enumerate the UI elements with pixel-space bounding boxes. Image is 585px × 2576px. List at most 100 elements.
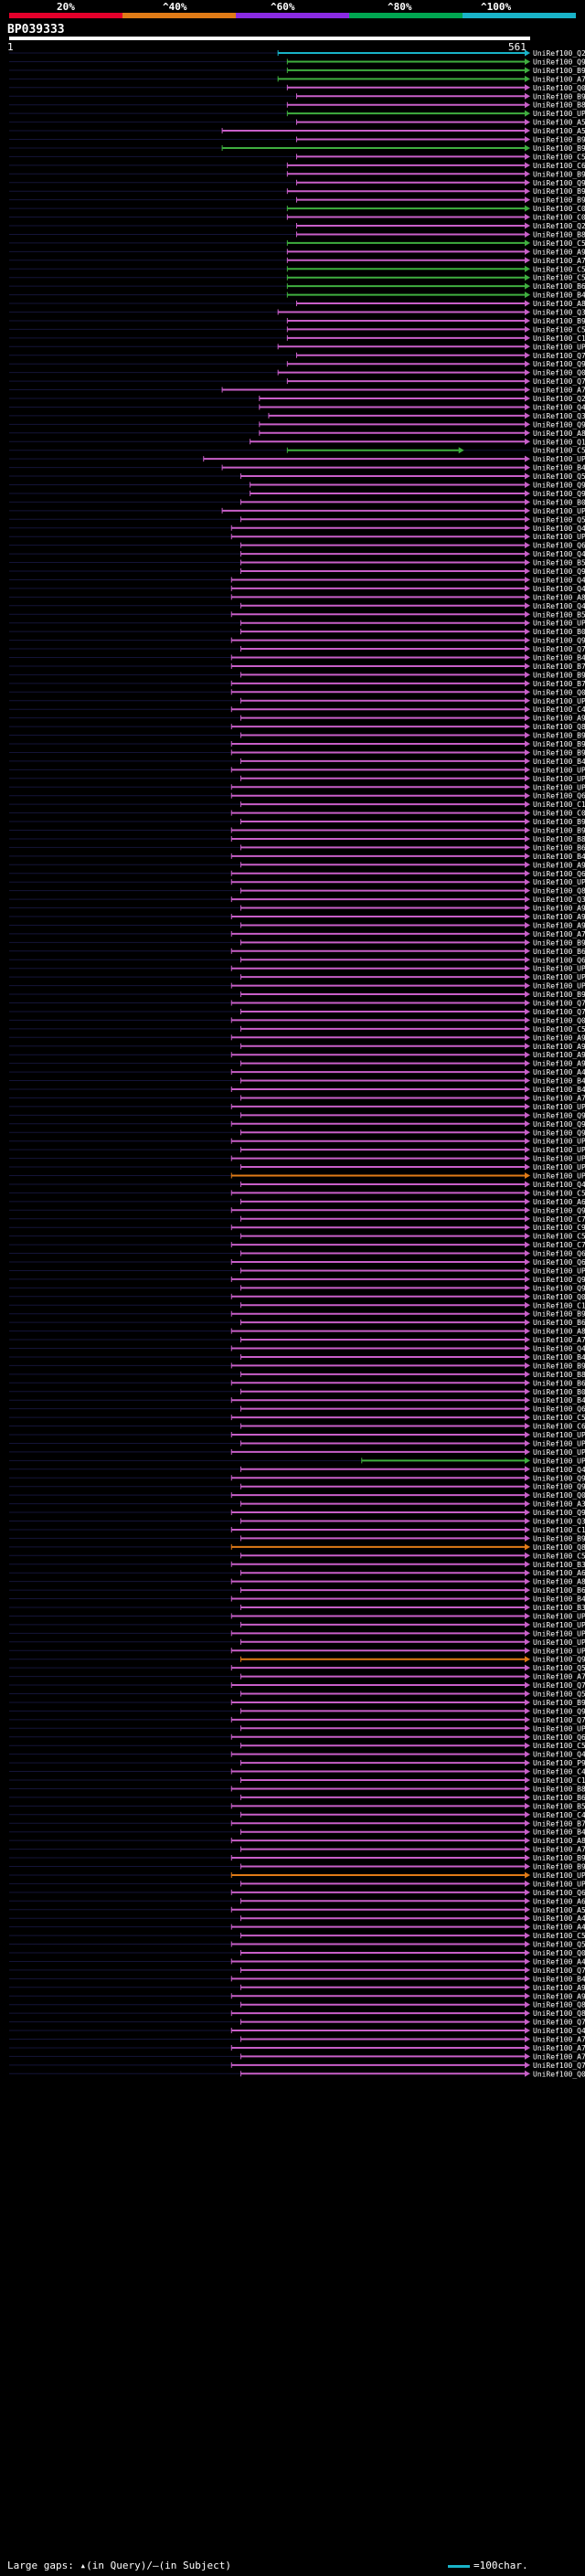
hit-row[interactable]: UniRef100_Q02WW8	[9, 369, 585, 377]
hit-label[interactable]: UniRef100_A7R4F7	[533, 257, 585, 265]
hit-label[interactable]: UniRef100_Q7VEI9	[533, 645, 585, 653]
hit-row[interactable]: UniRef100_C5XLV7	[9, 325, 585, 334]
hit-row[interactable]: UniRef100_C1EFP7	[9, 1776, 585, 1785]
hit-row[interactable]: UniRef100_B8Y9D3	[9, 1371, 585, 1379]
hit-label[interactable]: UniRef100_Q4A2S6	[533, 1181, 585, 1189]
hit-label[interactable]: UniRef100_Q3HTX5	[533, 309, 585, 317]
hit-row[interactable]: UniRef100_B8BJB0	[9, 230, 585, 239]
hit-label[interactable]: UniRef100_C0PMV5	[533, 810, 585, 818]
hit-label[interactable]: UniRef100_Q8L3T8	[533, 1543, 585, 1552]
hit-row[interactable]: UniRef100_Q01MPY	[9, 2070, 585, 2078]
hit-label[interactable]: UniRef100_Q0UR87	[533, 1491, 585, 1500]
hit-label[interactable]: UniRef100_B9G2B2	[533, 1699, 585, 1707]
hit-label[interactable]: UniRef100_B9TFT1	[533, 732, 585, 740]
hit-row[interactable]: UniRef100_B9NFL9	[9, 196, 585, 205]
hit-label[interactable]: UniRef100_UP1000...	[533, 1638, 585, 1647]
hit-row[interactable]: UniRef100_Q7PXP0	[9, 1966, 585, 1975]
hit-row[interactable]: UniRef100_C5YMW5	[9, 1742, 585, 1750]
hit-label[interactable]: UniRef100_B5Q2N8	[533, 559, 585, 567]
hit-label[interactable]: UniRef100_Q7ZX19	[533, 1000, 585, 1008]
hit-label[interactable]: UniRef100_B0S195	[533, 498, 585, 506]
hit-row[interactable]: UniRef100_UP1000...	[9, 620, 585, 628]
hit-row[interactable]: UniRef100_Q5I2R0	[9, 515, 585, 524]
hit-label[interactable]: UniRef100_C6TE19	[533, 162, 585, 170]
hit-label[interactable]: UniRef100_B9EXV1	[533, 1534, 585, 1542]
hit-label[interactable]: UniRef100_UP1000...	[533, 1448, 585, 1457]
hit-label[interactable]: UniRef100_B6SU79	[533, 1319, 585, 1327]
hit-label[interactable]: UniRef100_Q5T1R0	[533, 472, 585, 481]
hit-row[interactable]: UniRef100_B4D153	[9, 1077, 585, 1086]
hit-label[interactable]: UniRef100_Q2RA28	[533, 222, 585, 230]
hit-row[interactable]: UniRef100_A6LK35	[9, 1897, 585, 1905]
hit-row[interactable]: UniRef100_UP1000...	[9, 1457, 585, 1465]
hit-row[interactable]: UniRef100_Q2PEU8	[9, 49, 585, 58]
hit-label[interactable]: UniRef100_Q9BS53	[533, 1206, 585, 1214]
hit-label[interactable]: UniRef100_UP1000...	[533, 1138, 585, 1146]
hit-row[interactable]: UniRef100_A8J8Z3	[9, 1328, 585, 1336]
hit-row[interactable]: UniRef100_UP1000...	[9, 775, 585, 783]
hit-row[interactable]: UniRef100_B4RNL3	[9, 1975, 585, 1983]
hit-label[interactable]: UniRef100_UP1000...	[533, 343, 585, 351]
hit-label[interactable]: UniRef100_Q9FNR1	[533, 1707, 585, 1715]
hit-row[interactable]: UniRef100_UP1000...	[9, 1163, 585, 1171]
hit-label[interactable]: UniRef100_A7JTX3	[533, 2044, 585, 2052]
hit-label[interactable]: UniRef100_A8J790	[533, 1578, 585, 1586]
hit-label[interactable]: UniRef100_Q4A2S9	[533, 550, 585, 558]
hit-row[interactable]: UniRef100_A8JFD4	[9, 300, 585, 308]
hit-row[interactable]: UniRef100_Q4X0E2	[9, 585, 585, 593]
hit-row[interactable]: UniRef100_Q60D47-4	[9, 1250, 585, 1258]
hit-label[interactable]: UniRef100_B7P4G5	[533, 680, 585, 688]
hit-label[interactable]: UniRef100_Q7PXP0	[533, 1966, 585, 1975]
hit-row[interactable]: UniRef100_C5YG56	[9, 239, 585, 248]
hit-label[interactable]: UniRef100_Q02WW8	[533, 369, 585, 377]
hit-label[interactable]: UniRef100_A9PGU7	[533, 861, 585, 869]
hit-row[interactable]: UniRef100_B9F4U6	[9, 671, 585, 679]
hit-label[interactable]: UniRef100_B9T5J1	[533, 67, 585, 75]
hit-label[interactable]: UniRef100_Q41848	[533, 1751, 585, 1759]
hit-row[interactable]: UniRef100_Q9U5P2	[9, 1284, 585, 1292]
hit-label[interactable]: UniRef100_B4E3L2	[533, 1396, 585, 1405]
hit-label[interactable]: UniRef100_B9NFL9	[533, 196, 585, 205]
hit-row[interactable]: UniRef100_B5Y5N1	[9, 1802, 585, 1810]
hit-row[interactable]: UniRef100_UP1000...	[9, 982, 585, 991]
hit-row[interactable]: UniRef100_C1N3K2	[9, 800, 585, 809]
hit-label[interactable]: UniRef100_B6KP10	[533, 948, 585, 956]
hit-row[interactable]: UniRef100_B4E3L2	[9, 1396, 585, 1405]
hit-row[interactable]: UniRef100_B9TFT1	[9, 732, 585, 740]
hit-label[interactable]: UniRef100_B6T8V1	[533, 843, 585, 852]
hit-row[interactable]: UniRef100_A5AL46	[9, 127, 585, 135]
hit-label[interactable]: UniRef100_UP1000...	[533, 1647, 585, 1655]
hit-label[interactable]: UniRef100_Q9LQR7	[533, 360, 585, 368]
hit-row[interactable]: UniRef100_UP1000...	[9, 783, 585, 791]
hit-label[interactable]: UniRef100_B4KPH5	[533, 464, 585, 472]
hit-label[interactable]: UniRef100_Q9AQI6	[533, 58, 585, 66]
hit-row[interactable]: UniRef100_Q6PII3	[9, 1889, 585, 1897]
hit-label[interactable]: UniRef100_B9ST40	[533, 136, 585, 144]
hit-label[interactable]: UniRef100_B9Q6L7	[533, 740, 585, 748]
hit-row[interactable]: UniRef100_C9J2B5	[9, 1224, 585, 1232]
hit-label[interactable]: UniRef100_UP1000...	[533, 965, 585, 973]
hit-label[interactable]: UniRef100_Q75QN9	[533, 2062, 585, 2070]
hit-row[interactable]: UniRef100_UP1000...	[9, 1448, 585, 1457]
hit-row[interactable]: UniRef100_C5X4O7	[9, 153, 585, 161]
hit-row[interactable]: UniRef100_Q4A227	[9, 2027, 585, 2035]
hit-label[interactable]: UniRef100_A8J8Z3	[533, 1328, 585, 1336]
hit-label[interactable]: UniRef100_A7QKT7	[533, 1336, 585, 1344]
hit-row[interactable]: UniRef100_A9NND0	[9, 248, 585, 256]
hit-label[interactable]: UniRef100_A4GSA2	[533, 1924, 585, 1932]
hit-label[interactable]: UniRef100_Q3HTX2	[533, 1518, 585, 1526]
hit-row[interactable]: UniRef100_C4WYF2	[9, 1811, 585, 1819]
hit-row[interactable]: UniRef100_B0WD67	[9, 1388, 585, 1396]
hit-label[interactable]: UniRef100_B5Y5N1	[533, 1802, 585, 1810]
hit-row[interactable]: UniRef100_UP1000...	[9, 1871, 585, 1880]
hit-row[interactable]: UniRef100_B6T519	[9, 1794, 585, 1802]
hit-row[interactable]: UniRef100_A8L3S3	[9, 593, 585, 601]
hit-label[interactable]: UniRef100_A7SQL4	[533, 1846, 585, 1854]
hit-row[interactable]: UniRef100_Q4RNP5	[9, 1466, 585, 1474]
hit-label[interactable]: UniRef100_B6T7F3	[533, 282, 585, 291]
hit-row[interactable]: UniRef100_Q7XJ13	[9, 352, 585, 360]
hit-row[interactable]: UniRef100_Q7UH83	[9, 1681, 585, 1690]
hit-row[interactable]: UniRef100_Q9LNU5	[9, 179, 585, 187]
hit-label[interactable]: UniRef100_UP1000...	[533, 1172, 585, 1181]
hit-row[interactable]: UniRef100_B3NC39	[9, 1604, 585, 1612]
